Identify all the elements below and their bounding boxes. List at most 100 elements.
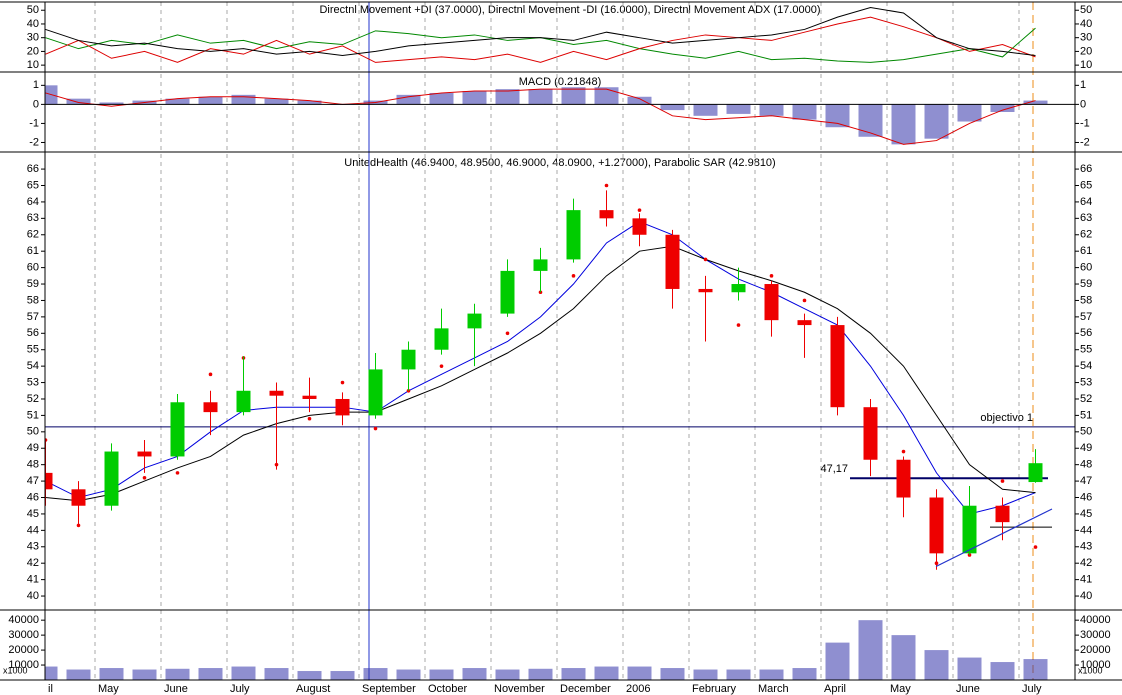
y-tick-label-left: 30000 [8,629,39,641]
bar [297,671,322,680]
bar [660,668,685,680]
y-tick-label-right: 41 [1080,574,1092,586]
y-tick-label-right: 40 [1080,590,1092,602]
y-tick-label-left: 66 [27,163,39,175]
y-tick-label-right: 52 [1080,393,1092,405]
sar-dot [340,380,345,385]
x-tick-label: 2006 [626,683,650,695]
bar [495,89,520,105]
bar [462,91,487,105]
bar [297,100,322,105]
y-tick-label-right: 64 [1080,196,1092,208]
y-tick-label-right: 10000 [1080,659,1111,671]
bar [561,87,586,105]
y-tick-label-left: 1 [33,79,39,91]
bar [495,669,520,680]
bar [693,669,718,680]
y-tick-label-right: 40 [1080,18,1092,30]
bar [759,104,784,116]
bar [957,657,982,680]
candle-body [137,451,152,457]
y-tick-label-right: 55 [1080,344,1092,356]
dmi-title: Directnl Movement +DI (37.0000), Directn… [319,4,820,16]
y-tick-label-right: 50 [1080,4,1092,16]
y-tick-label-left: 46 [27,491,39,503]
candle-body [962,505,977,554]
y-tick-label-right: 20000 [1080,644,1111,656]
candle-body [335,398,350,416]
y-tick-label-right: 20 [1080,45,1092,57]
y-tick-label-right: 65 [1080,179,1092,191]
y-tick-label-left: 20 [27,45,39,57]
candle-body [170,402,185,457]
y-tick-label-right: 46 [1080,491,1092,503]
y-tick-label-left: 10000 [8,659,39,671]
bar [891,635,916,680]
y-tick-label-right: 60 [1080,262,1092,274]
y-tick-label-left: 57 [27,311,39,323]
y-tick-label-right: 51 [1080,409,1092,421]
y-tick-label-right: 58 [1080,294,1092,306]
sar-dot [373,426,378,431]
sar-dot [505,331,510,336]
bar [627,666,652,680]
x-tick-label: October [428,683,467,695]
indicator-line [45,6,1036,57]
bar [990,662,1015,680]
y-tick-label-left: 41 [27,574,39,586]
candle-body [368,369,383,416]
volume-unit-right: x1000 [1078,665,1103,675]
bar [429,92,454,105]
sar-dot [604,183,609,188]
y-tick-label-right: -1 [1080,117,1090,129]
sar-dot [142,476,147,480]
y-tick-label-left: 63 [27,212,39,224]
y-tick-label-right: 0 [1080,98,1086,110]
macd-title: MACD (0.21848) [519,76,602,88]
bar [231,666,256,680]
x-tick-label: December [560,683,611,695]
candle-body [929,497,944,554]
x-tick-label: August [296,683,330,695]
bar [825,104,850,128]
y-tick-label-left: 60 [27,262,39,274]
candle-body [71,489,86,506]
bar [891,104,916,145]
x-tick-label: June [164,683,188,695]
x-tick-label: February [692,683,737,695]
sar-dot [439,364,444,368]
y-tick-label-right: 61 [1080,245,1092,257]
bar [396,94,421,105]
candle-body [698,288,713,293]
bar [1023,659,1048,680]
y-tick-label-left: 44 [27,524,39,536]
y-tick-label-left: 40 [27,590,39,602]
sar-dot [802,298,807,303]
plot-area [45,2,1075,680]
candle-body [533,259,548,271]
bar [45,666,58,680]
bar [594,666,619,680]
sar-dot [307,416,312,421]
sar-dot [538,290,543,295]
y-tick-label-left: 59 [27,278,39,290]
bar [264,98,289,105]
y-tick-label-right: 59 [1080,278,1092,290]
bar [99,668,124,680]
bar [165,668,190,680]
y-tick-label-left: 42 [27,557,39,569]
y-tick-label-right: 62 [1080,229,1092,241]
y-tick-label-left: 51 [27,409,39,421]
bar [792,668,817,680]
bar [1023,100,1048,105]
bar [198,96,223,105]
y-tick-label-right: 50 [1080,426,1092,438]
y-tick-label-left: 58 [27,294,39,306]
y-tick-label-right: 40000 [1080,614,1111,626]
sar-dot [1000,479,1005,483]
y-tick-label-left: 49 [27,442,39,454]
sar-dot [637,208,642,212]
y-tick-label-left: 64 [27,196,39,208]
y-tick-label-right: 57 [1080,311,1092,323]
bar [858,620,883,680]
